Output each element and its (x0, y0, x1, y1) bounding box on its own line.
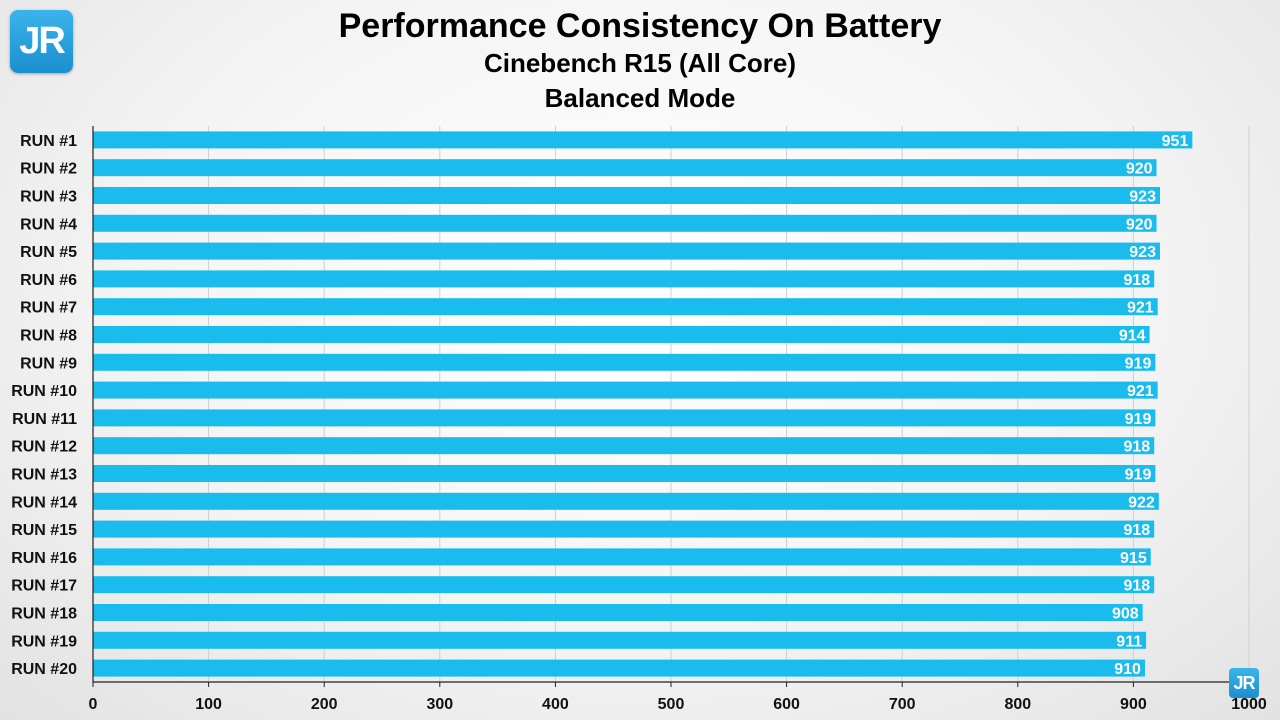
bar (93, 631, 1147, 649)
bar (93, 353, 1156, 371)
data-label: 921 (1127, 300, 1154, 317)
labels: 0 100 200 300 400 500 600 700 800 900 1000 RUN #1 95… (11, 133, 1267, 713)
category-label: RUN #8 (20, 328, 77, 345)
x-tick-label: 500 (658, 696, 685, 713)
category-label: RUN #19 (11, 633, 77, 650)
bar (93, 604, 1143, 621)
bar (93, 409, 1156, 427)
bar (93, 548, 1151, 566)
brand-logo: JR (10, 10, 73, 73)
data-label: 910 (1114, 661, 1141, 678)
data-label: 918 (1124, 522, 1151, 539)
bar (93, 298, 1158, 316)
data-label: 911 (1116, 633, 1142, 650)
x-tick-label: 0 (89, 696, 98, 713)
bar (93, 242, 1160, 260)
data-label: 920 (1126, 216, 1153, 233)
bar (93, 131, 1193, 149)
bar (93, 576, 1155, 594)
brand-logo-small: JR (1229, 668, 1259, 698)
category-label: RUN #12 (11, 439, 77, 456)
bars (93, 131, 1193, 677)
data-label: 921 (1127, 383, 1154, 400)
data-label: 914 (1119, 328, 1146, 345)
chart-titles: Performance Consistency On Battery Cineb… (0, 6, 1280, 116)
x-tick-label: 300 (426, 696, 453, 713)
category-label: RUN #13 (11, 467, 77, 484)
category-label: RUN #5 (20, 244, 77, 261)
grid-lines (208, 126, 1250, 682)
bar (93, 270, 1155, 288)
data-label: 951 (1162, 133, 1189, 150)
category-label: RUN #18 (11, 606, 77, 623)
bar (93, 437, 1155, 455)
data-label: 918 (1124, 578, 1151, 595)
category-label: RUN #3 (20, 189, 77, 206)
category-label: RUN #6 (20, 272, 77, 289)
bar (93, 159, 1157, 177)
bar (93, 214, 1157, 232)
category-label: RUN #17 (11, 578, 77, 595)
data-label: 915 (1120, 550, 1147, 567)
data-label: 923 (1129, 189, 1156, 206)
bar (93, 381, 1158, 399)
bar (93, 187, 1160, 204)
x-tick-label: 800 (1004, 696, 1031, 713)
x-tick-label: 100 (195, 696, 222, 713)
data-label: 918 (1124, 272, 1151, 289)
data-label: 923 (1129, 244, 1156, 261)
bar (93, 520, 1155, 538)
data-label: 920 (1126, 161, 1153, 178)
category-label: RUN #20 (11, 661, 77, 678)
x-tick-label: 400 (542, 696, 569, 713)
category-label: RUN #9 (20, 355, 77, 372)
data-label: 919 (1125, 411, 1152, 428)
x-tick-label: 700 (889, 696, 916, 713)
data-label: 918 (1124, 439, 1151, 456)
x-tick-label: 900 (1120, 696, 1147, 713)
category-label: RUN #10 (11, 383, 77, 400)
data-label: 919 (1125, 467, 1152, 484)
chart-title: Performance Consistency On Battery (338, 7, 942, 45)
category-label: RUN #11 (12, 411, 77, 428)
category-label: RUN #7 (20, 300, 77, 317)
chart-subtitle-2: Balanced Mode (544, 83, 736, 113)
category-label: RUN #14 (11, 494, 77, 511)
category-label: RUN #15 (11, 522, 77, 539)
x-tick-label: 200 (311, 696, 338, 713)
bar (93, 492, 1159, 510)
category-label: RUN #1 (20, 133, 77, 150)
x-tick-label: 1000 (1231, 696, 1267, 713)
category-label: RUN #2 (20, 161, 77, 178)
bar (93, 659, 1145, 677)
data-label: 919 (1125, 355, 1152, 372)
axes (92, 126, 1250, 687)
bar (93, 465, 1156, 482)
chart-subtitle-1: Cinebench R15 (All Core) (483, 48, 797, 78)
x-tick-label: 600 (773, 696, 800, 713)
category-label: RUN #4 (20, 216, 77, 233)
data-label: 908 (1112, 606, 1139, 623)
bar (93, 326, 1150, 343)
category-label: RUN #16 (11, 550, 77, 567)
data-label: 922 (1128, 494, 1155, 511)
